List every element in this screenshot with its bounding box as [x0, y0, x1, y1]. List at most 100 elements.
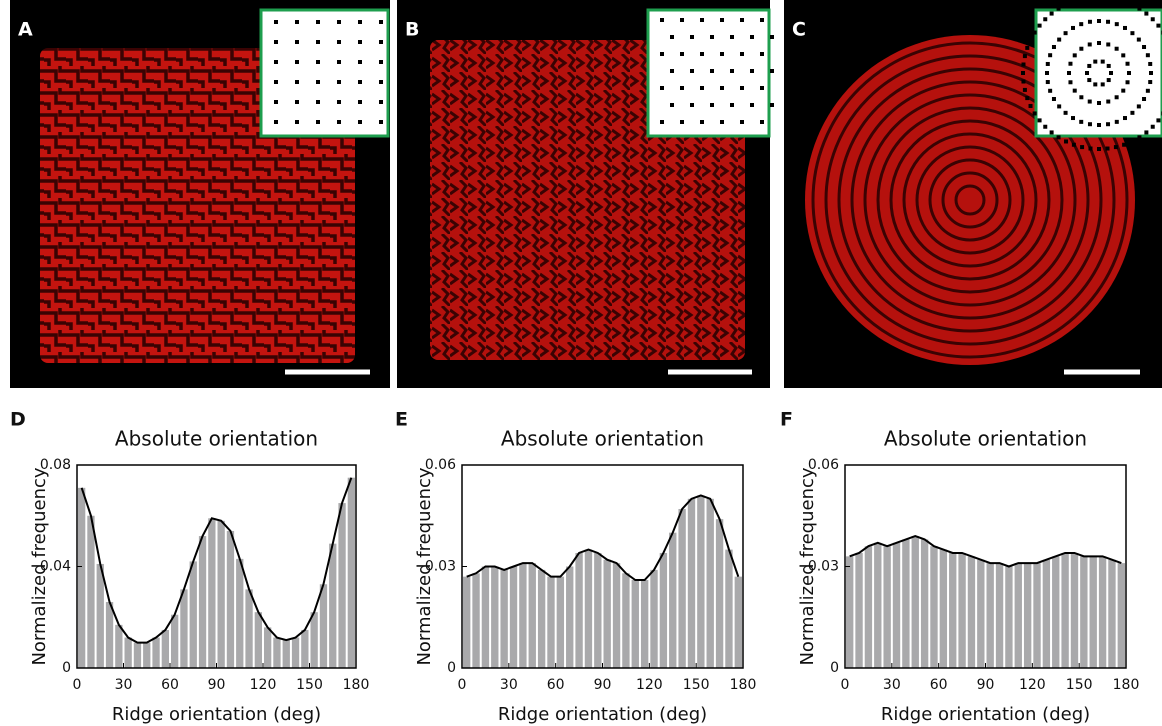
y-tick-label: 0.03	[808, 559, 839, 575]
bar	[622, 573, 630, 668]
dot	[274, 80, 278, 84]
bar	[986, 563, 994, 668]
y-tick-label: 0	[447, 660, 456, 676]
ring	[863, 93, 1077, 307]
dot	[1121, 53, 1126, 58]
dot	[660, 86, 664, 90]
chart-title: Absolute orientation	[884, 427, 1087, 451]
dot	[1072, 88, 1077, 93]
dot	[1056, 6, 1061, 11]
bar	[264, 627, 272, 668]
bar	[87, 515, 95, 668]
ring	[915, 145, 1025, 255]
bar	[864, 546, 873, 668]
dot	[760, 18, 764, 22]
dot	[379, 60, 383, 64]
bar	[650, 569, 658, 668]
dot	[1106, 63, 1111, 68]
bar	[124, 637, 132, 668]
dot	[1045, 80, 1050, 85]
bar	[463, 576, 471, 668]
dot	[720, 18, 724, 22]
dot	[760, 120, 764, 124]
bar	[920, 539, 929, 668]
dot	[1037, 23, 1042, 28]
dot	[1142, 97, 1147, 101]
dot	[1114, 119, 1119, 124]
dot	[1137, 135, 1142, 140]
dot	[730, 103, 734, 107]
dot	[1122, 0, 1127, 4]
dot	[1045, 61, 1050, 66]
ring	[837, 67, 1103, 333]
bar	[855, 552, 863, 668]
dot	[680, 18, 684, 22]
dot	[1129, 139, 1134, 144]
dot	[1025, 96, 1030, 101]
dot	[1097, 123, 1101, 127]
dot	[295, 80, 299, 84]
dot	[690, 35, 694, 39]
bar	[319, 584, 328, 668]
fit-line	[466, 494, 740, 582]
dot	[1105, 146, 1110, 151]
dot	[740, 52, 744, 56]
bar	[310, 612, 318, 668]
x-tick-label: 120	[636, 677, 663, 693]
bar	[301, 629, 309, 668]
ring	[928, 158, 1012, 242]
dot	[1106, 19, 1111, 24]
dot	[1067, 71, 1071, 75]
dot	[690, 103, 694, 107]
x-tick-label: 180	[343, 677, 370, 693]
dot	[1148, 61, 1153, 66]
x-tick-label: 90	[208, 677, 226, 693]
dot	[1049, 130, 1054, 135]
dot	[1080, 145, 1085, 150]
bar	[640, 580, 649, 668]
x-tick-label: 30	[500, 677, 518, 693]
dot	[1087, 122, 1092, 127]
bar	[566, 566, 574, 668]
bar	[472, 573, 480, 668]
bar	[152, 637, 160, 668]
bar	[509, 566, 518, 668]
bar	[697, 495, 705, 668]
bar	[1117, 563, 1125, 668]
dot	[700, 120, 704, 124]
dot	[670, 69, 674, 73]
dot	[379, 120, 383, 124]
x-tick-label: 150	[296, 677, 323, 693]
dot	[1125, 61, 1130, 66]
dot	[1043, 17, 1048, 22]
dot	[1048, 53, 1053, 58]
dot	[1037, 118, 1042, 123]
bar	[245, 589, 253, 668]
dot	[316, 40, 320, 44]
dot	[1025, 45, 1030, 50]
bar	[1061, 552, 1069, 668]
x-tick-label: 120	[1019, 677, 1046, 693]
dot	[1057, 104, 1062, 109]
dot	[295, 40, 299, 44]
dot	[1071, 142, 1076, 147]
bar	[958, 552, 966, 668]
dot	[1100, 82, 1105, 87]
ring	[889, 119, 1051, 281]
dot	[770, 69, 774, 73]
image-a	[10, 0, 390, 388]
bar	[481, 566, 490, 668]
dot	[1071, 25, 1075, 30]
dot	[1156, 118, 1161, 123]
bar	[715, 519, 724, 668]
dot	[1093, 82, 1098, 87]
dot	[660, 52, 664, 56]
bar	[734, 576, 742, 668]
dot	[316, 80, 320, 84]
dot	[274, 40, 278, 44]
x-axis-label: Ridge orientation (deg)	[498, 704, 707, 725]
dot	[274, 120, 278, 124]
dot	[358, 40, 362, 44]
bar	[939, 549, 948, 668]
